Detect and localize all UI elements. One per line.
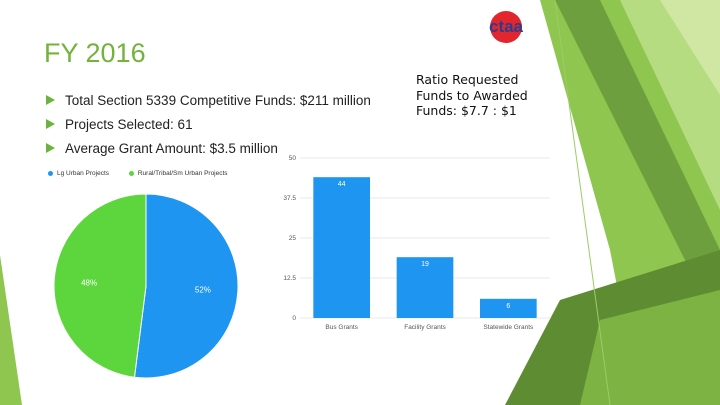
legend-item: Rural/Tribal/Sm Urban Projects: [128, 170, 228, 177]
pie-slice: [133, 193, 239, 379]
bar-value-label: 44: [338, 181, 346, 188]
deco-shape-bottom-2: [580, 290, 720, 405]
bar: [313, 177, 370, 318]
pie-slice: [53, 193, 147, 378]
ratio-line: Funds: $7.7 : $1: [416, 103, 517, 118]
bullet-item: Projects Selected: 61: [46, 116, 371, 140]
bar-chart: 0 12.5 25 37.5 50 44 Bus Grants 19 Facility Gran…: [283, 155, 550, 331]
ratio-line: Ratio Requested: [416, 72, 519, 87]
logo-circle: [490, 11, 522, 43]
deco-shape-left: [0, 255, 22, 405]
bullet-item: Average Grant Amount: $3.5 million: [46, 140, 371, 164]
bar: [396, 257, 454, 318]
y-tick-label: 37.5: [283, 195, 296, 202]
bullet-text: Average Grant Amount: $3.5 million: [65, 141, 278, 156]
deco-line: [554, 0, 611, 405]
pie-legend: Lg Urban Projects Rural/Tribal/Sm Urban …: [48, 170, 246, 177]
x-tick-label: Bus Grants: [325, 324, 358, 331]
pie-slice-label: 52%: [195, 286, 211, 295]
bullet-text: Total Section 5339 Competitive Funds: $2…: [65, 93, 371, 108]
bullet-item: Total Section 5339 Competitive Funds: $2…: [46, 92, 371, 116]
ctaa-logo: ctaa: [489, 11, 524, 43]
bullet-list: Total Section 5339 Competitive Funds: $2…: [46, 92, 371, 164]
deco-shape-dark: [555, 0, 720, 330]
legend-dot: [48, 170, 53, 176]
x-tick-label: Facility Grants: [404, 324, 446, 331]
bullet-arrow-icon: [46, 143, 55, 153]
pie-chart: 52% 48%: [53, 193, 239, 379]
slide-title: FY 2016: [44, 38, 146, 68]
x-tick-label: Statewide Grants: [483, 324, 534, 331]
bar: [480, 298, 537, 318]
legend-label: Lg Urban Projects: [57, 170, 110, 177]
y-tick-label: 50: [289, 155, 297, 162]
legend-item: Lg Urban Projects: [48, 170, 109, 177]
pie-slice-label: 48%: [81, 278, 97, 287]
bullet-arrow-icon: [46, 95, 55, 105]
bullet-arrow-icon: [46, 119, 55, 129]
y-tick-label: 25: [289, 235, 297, 242]
bar-value-label: 6: [506, 303, 510, 310]
y-tick-label: 12.5: [283, 275, 296, 282]
deco-shape-top: [660, 0, 720, 95]
legend-dot: [128, 170, 134, 176]
bar-value-label: 19: [421, 261, 429, 268]
ratio-line: Funds to Awarded: [416, 87, 528, 103]
legend-label: Rural/Tribal/Sm Urban Projects: [137, 170, 228, 177]
ratio-text: Ratio Requested Funds to Awarded Funds: …: [416, 72, 576, 119]
logo-text: ctaa: [489, 17, 524, 36]
bullet-text: Projects Selected: 61: [65, 117, 193, 132]
y-tick-label: 0: [292, 315, 296, 322]
